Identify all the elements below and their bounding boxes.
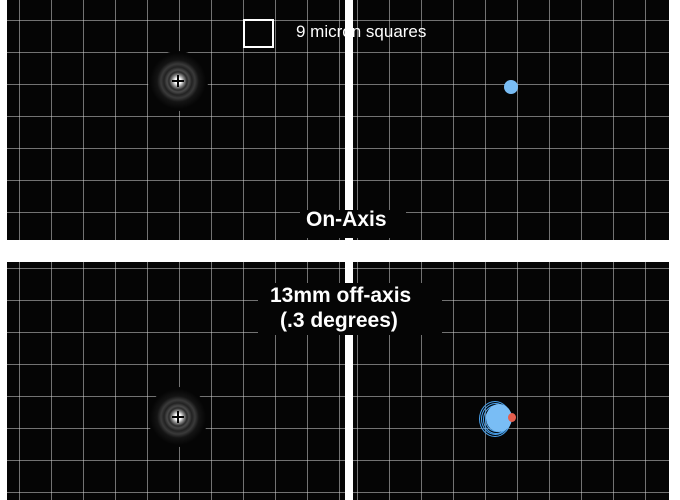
scale-square bbox=[243, 19, 274, 48]
on-axis-label: On-Axis bbox=[306, 208, 387, 231]
spot-diagram-off-axis bbox=[477, 399, 521, 439]
red-wavelength-spot bbox=[508, 413, 516, 422]
on-axis-diffraction-panel bbox=[7, 0, 345, 240]
scale-label: 9 micron squares bbox=[296, 22, 427, 41]
off-axis-label-background bbox=[258, 283, 442, 335]
horizontal-divider bbox=[0, 241, 680, 261]
off-axis-label: 13mm off-axis bbox=[270, 284, 412, 307]
airy-disk-off-axis bbox=[148, 387, 208, 447]
on-axis-label-background bbox=[300, 210, 406, 238]
on-axis-spot-panel bbox=[353, 0, 669, 240]
spot-diagram-on-axis bbox=[504, 80, 518, 94]
airy-disk-on-axis bbox=[148, 51, 208, 111]
off-axis-angle-label: (.3 degrees) bbox=[280, 309, 398, 332]
vertical-divider bbox=[345, 0, 353, 500]
